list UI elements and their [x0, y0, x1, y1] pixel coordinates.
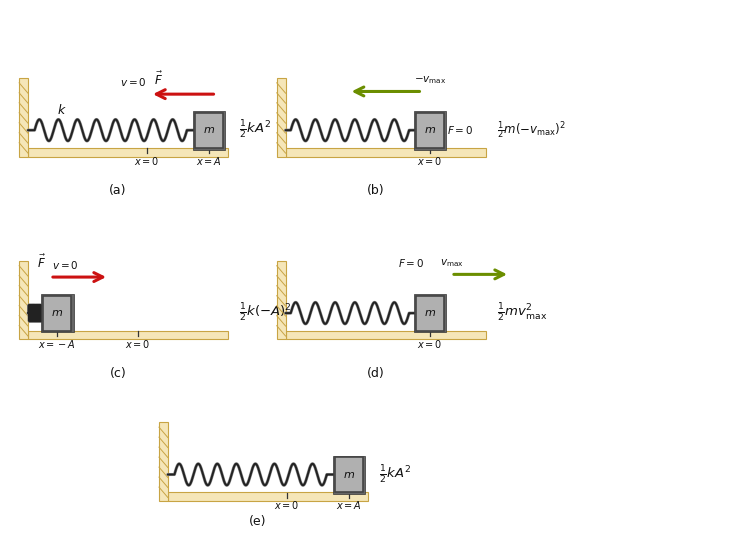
Bar	[286, 331, 486, 339]
Bar	[43, 296, 71, 331]
Text: (e): (e)	[249, 515, 266, 528]
Text: $-v_{\mathrm{max}}$: $-v_{\mathrm{max}}$	[414, 74, 446, 86]
Bar	[335, 457, 363, 492]
Text: $F = 0$: $F = 0$	[447, 124, 473, 136]
Bar	[416, 113, 444, 148]
Text: $\frac{1}{2}k(-A)^2$: $\frac{1}{2}k(-A)^2$	[239, 302, 292, 324]
Text: (b): (b)	[367, 184, 384, 197]
Bar	[416, 296, 444, 331]
Text: $\frac{1}{2}m(-v_{\mathrm{max}})^2$: $\frac{1}{2}m(-v_{\mathrm{max}})^2$	[497, 119, 566, 141]
Text: $x = 0$: $x = 0$	[125, 338, 151, 350]
Text: $x = A$: $x = A$	[336, 499, 362, 511]
Text: $\vec{F}$: $\vec{F}$	[38, 253, 46, 271]
Text: $x = A$: $x = A$	[196, 155, 222, 167]
Bar	[277, 261, 286, 339]
Text: $m$: $m$	[424, 308, 436, 318]
Bar	[414, 111, 446, 150]
Text: $m$: $m$	[343, 470, 355, 480]
Bar	[159, 422, 168, 501]
Bar	[28, 148, 228, 157]
Text: $m$: $m$	[203, 125, 215, 136]
Text: $v = 0$: $v = 0$	[120, 76, 146, 88]
Text: $v = 0$: $v = 0$	[52, 259, 78, 271]
Text: $x = 0$: $x = 0$	[417, 338, 442, 350]
Bar	[193, 111, 225, 150]
Text: $x = 0$: $x = 0$	[135, 155, 160, 167]
Bar	[28, 331, 228, 339]
Text: $F = 0$: $F = 0$	[398, 257, 425, 269]
Text: $\vec{F}$: $\vec{F}$	[154, 70, 163, 88]
Text: $x = 0$: $x = 0$	[275, 499, 300, 511]
Text: $v_{\mathrm{max}}$: $v_{\mathrm{max}}$	[440, 257, 464, 269]
Text: $m$: $m$	[52, 308, 63, 318]
Text: $x = 0$: $x = 0$	[417, 155, 442, 167]
Bar	[41, 294, 74, 332]
Bar	[19, 78, 28, 157]
Bar	[19, 261, 28, 339]
Text: (d): (d)	[367, 367, 384, 380]
Text: $\frac{1}{2}kA^2$: $\frac{1}{2}kA^2$	[239, 119, 272, 141]
Bar	[414, 294, 446, 332]
Text: $\frac{1}{2}kA^2$: $\frac{1}{2}kA^2$	[379, 463, 411, 486]
Text: (c): (c)	[110, 367, 126, 380]
Bar	[168, 492, 368, 501]
Bar	[277, 78, 286, 157]
Text: $\frac{1}{2}mv_{\mathrm{max}}^2$: $\frac{1}{2}mv_{\mathrm{max}}^2$	[497, 302, 547, 324]
Bar	[286, 148, 486, 157]
Text: $k$: $k$	[57, 103, 67, 117]
Text: (a): (a)	[109, 184, 127, 197]
Text: $m$: $m$	[424, 125, 436, 136]
Bar	[195, 113, 223, 148]
Bar	[333, 456, 365, 494]
Text: $x = -A$: $x = -A$	[38, 338, 77, 350]
